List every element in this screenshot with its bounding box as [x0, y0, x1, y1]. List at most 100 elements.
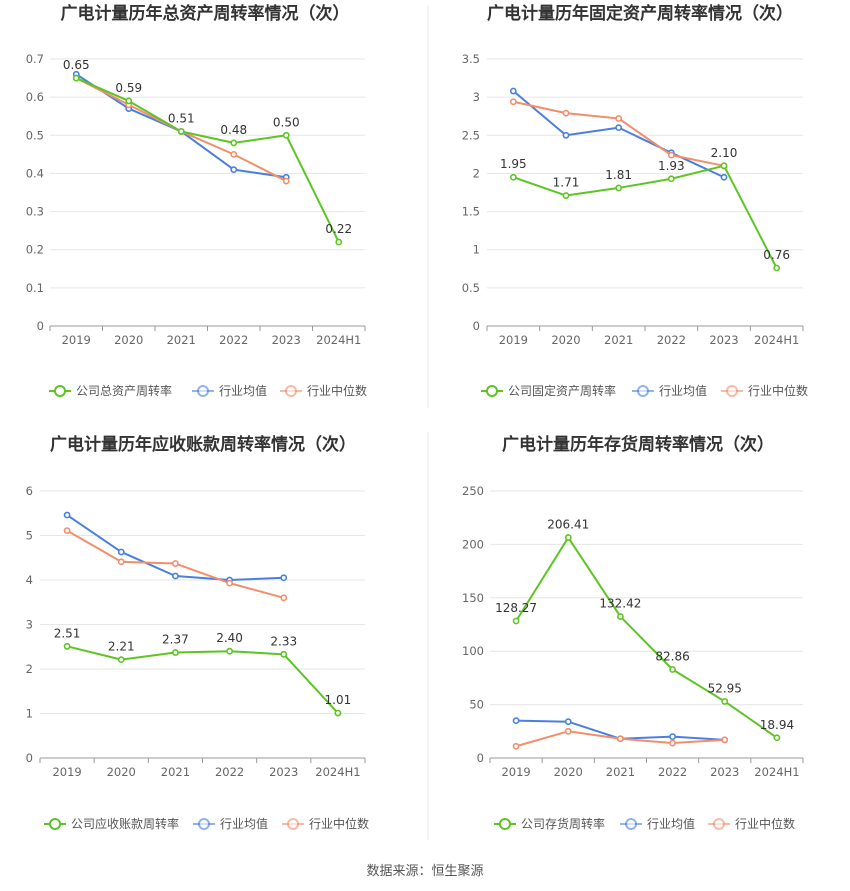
x-tick-label: 2023 — [710, 765, 739, 779]
legend-marker-icon — [49, 818, 61, 830]
data-label: 1.71 — [553, 176, 580, 190]
x-tick-label: 2019 — [499, 333, 528, 347]
x-tick-label: 2021 — [161, 765, 190, 779]
data-point — [282, 177, 290, 185]
series-line-3 — [513, 100, 725, 167]
legend-item-3[interactable]: 行业中位数 — [708, 816, 795, 831]
legend-item-1[interactable]: 公司固定资产周转率 — [481, 383, 616, 398]
data-point — [117, 558, 125, 566]
chart-grid: 广电计量历年总资产周转率情况（次） 0 0.1 0.2 0.3 0.4 0.5 0.6 0.7 2… — [26, 3, 808, 831]
x-tick-label: 2019 — [52, 765, 81, 779]
y-tick-label: 3 — [26, 618, 33, 632]
data-point — [562, 192, 570, 199]
data-label: 82.86 — [655, 650, 689, 664]
x-tick-label: 2020 — [107, 765, 136, 779]
y-tick-label: 4 — [26, 573, 33, 587]
data-point — [177, 128, 185, 135]
data-point — [63, 527, 71, 535]
legend-label: 行业均值 — [219, 383, 267, 398]
x-tick-label: 2021 — [604, 333, 633, 347]
legend-label: 行业中位数 — [748, 383, 808, 398]
data-point — [280, 594, 288, 602]
legend-item-1[interactable]: 公司总资产周转率 — [49, 383, 172, 398]
data-point — [230, 166, 238, 174]
data-label: 2.51 — [54, 626, 81, 640]
chart-3: 广电计量历年应收账款周转率情况（次） 0 1 2 3 4 5 6 2019 2020 2021 202… — [26, 434, 369, 831]
data-label: 2.33 — [270, 634, 297, 648]
data-label: 2.37 — [162, 633, 189, 647]
series-line-2 — [66, 514, 284, 581]
y-tick-label: 3 — [473, 90, 480, 104]
data-point — [509, 173, 517, 181]
legend-marker-icon — [285, 385, 297, 397]
x-tick-label: 2024H1 — [316, 333, 361, 347]
data-point — [282, 131, 290, 139]
y-tick-label: 100 — [462, 644, 484, 658]
data-label: 1.95 — [500, 157, 527, 171]
data-label: 0.48 — [220, 123, 247, 137]
x-tick-label: 2022 — [658, 765, 687, 779]
legend-marker-icon — [637, 385, 649, 397]
y-tick-label: 0.2 — [26, 243, 44, 257]
data-point — [564, 727, 572, 735]
series-line-1 — [515, 536, 778, 739]
x-tick-label: 2023 — [709, 333, 738, 347]
legend-marker-icon — [486, 385, 498, 397]
y-tick-label: 0 — [477, 751, 484, 765]
x-tick-label: 2020 — [551, 333, 580, 347]
data-label: 1.93 — [658, 159, 685, 173]
chart-4: 广电计量历年存货周转率情况（次） 0 50 100 150 200 250 2019 2020 2… — [462, 434, 804, 831]
y-tick-label: 1 — [473, 243, 480, 257]
data-point — [721, 698, 729, 705]
legend-item-3[interactable]: 行业中位数 — [282, 816, 369, 831]
legend-item-2[interactable]: 行业均值 — [193, 816, 268, 831]
x-tick-label: 2023 — [272, 333, 301, 347]
data-point — [721, 736, 729, 744]
y-tick-label: 0 — [473, 319, 480, 333]
y-tick-label: 0.3 — [26, 205, 44, 219]
data-point — [773, 264, 781, 272]
data-point — [172, 572, 179, 580]
legend-item-3[interactable]: 行业中位数 — [280, 383, 367, 398]
y-tick-label: 200 — [462, 537, 484, 551]
y-tick-label: 1 — [26, 707, 33, 721]
legend-label: 行业中位数 — [735, 816, 795, 831]
legend-label: 公司存货周转率 — [521, 816, 605, 831]
chart-title: 广电计量历年应收账款周转率情况（次） — [50, 434, 356, 455]
legend-item-2[interactable]: 行业均值 — [632, 383, 707, 398]
x-tick-label: 2024H1 — [315, 765, 360, 779]
data-point — [72, 74, 80, 82]
legend-item-2[interactable]: 行业均值 — [192, 383, 267, 398]
legend-item-2[interactable]: 行业均值 — [620, 816, 695, 831]
x-tick-label: 2022 — [219, 333, 248, 347]
x-tick-label: 2024H1 — [754, 765, 799, 779]
x-tick-label: 2019 — [62, 333, 91, 347]
legend-item-1[interactable]: 公司存货周转率 — [494, 816, 605, 831]
y-tick-label: 0.5 — [26, 128, 44, 142]
x-tick-label: 2020 — [114, 333, 143, 347]
data-point — [230, 150, 238, 158]
data-point — [125, 97, 133, 105]
data-point — [509, 98, 517, 106]
y-tick-label: 250 — [462, 484, 484, 498]
x-tick-label: 2020 — [554, 765, 583, 779]
data-point — [669, 739, 676, 747]
x-tick-label: 2023 — [269, 765, 298, 779]
legend-marker-icon — [713, 818, 725, 830]
legend-marker-icon — [499, 818, 511, 830]
legend-label: 公司固定资产周转率 — [508, 383, 616, 398]
data-point — [564, 534, 572, 541]
legend-item-3[interactable]: 行业中位数 — [721, 383, 808, 398]
data-label: 132.42 — [599, 597, 641, 611]
data-point — [63, 642, 71, 650]
series-line-2 — [512, 90, 725, 179]
data-point — [720, 173, 728, 181]
chart-title: 广电计量历年总资产周转率情况（次） — [61, 3, 350, 24]
chart-title: 广电计量历年固定资产周转率情况（次） — [487, 3, 793, 24]
data-point — [615, 124, 623, 132]
series-line-2 — [75, 73, 287, 179]
y-tick-label: 1.5 — [462, 205, 480, 219]
legend-item-1[interactable]: 公司应收账款周转率 — [44, 816, 179, 831]
data-label: 0.59 — [115, 81, 142, 95]
